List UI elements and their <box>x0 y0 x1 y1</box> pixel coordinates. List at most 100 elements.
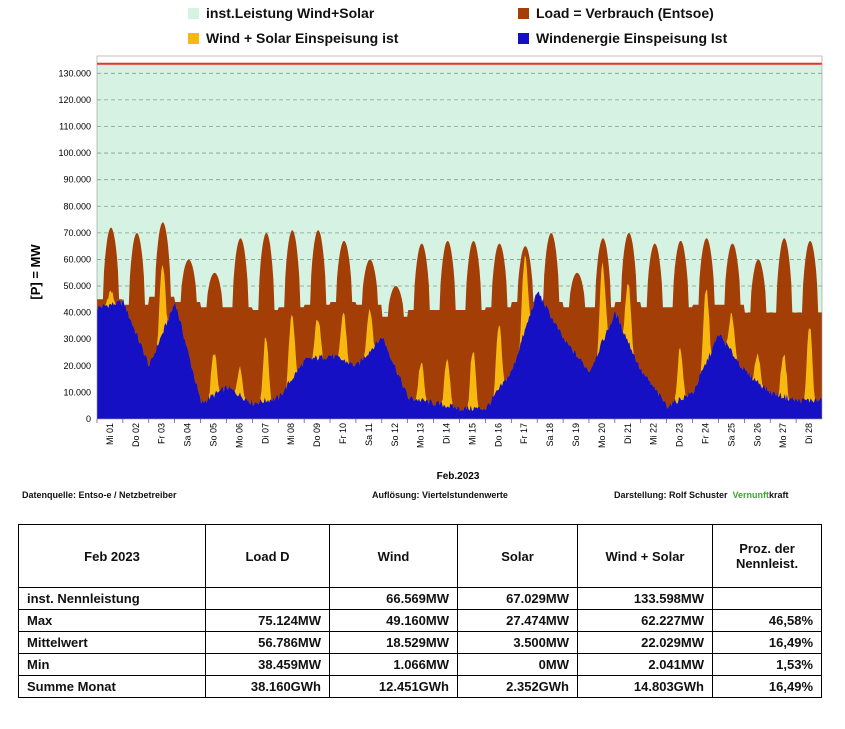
table-cell: 2.041MW <box>577 653 713 676</box>
x-tick-label: So 05 <box>209 423 219 447</box>
y-tick-label: 30.000 <box>63 334 91 344</box>
legend-item-wind: Windenergie Einspeisung Ist <box>518 30 727 46</box>
x-axis: Mi 01 Do 02 Fr 03 Sa 04 So 05 Mo 06 Di 07 Mi 08… <box>96 419 814 448</box>
y-tick-label: 10.000 <box>63 387 91 397</box>
x-tick-label: Mi 22 <box>649 423 659 445</box>
legend-item-inst: inst.Leistung Wind+Solar <box>188 5 374 21</box>
source-note: Datenquelle: Entso-e / Netzbetreiber <box>22 490 177 500</box>
x-tick-label: Fr 17 <box>519 423 529 444</box>
table-cell: 66.569MW <box>329 587 458 610</box>
y-tick-label: 40.000 <box>63 308 91 318</box>
x-tick-label: Do 23 <box>675 423 685 447</box>
stats-table: Feb 2023 Load D Wind Solar Wind + Solar … <box>18 524 822 698</box>
header-load: Load D <box>205 524 330 588</box>
legend-item-load: Load = Verbrauch (Entsoe) <box>518 5 714 21</box>
table-cell: 18.529MW <box>329 631 458 654</box>
legend-label-inst: inst.Leistung Wind+Solar <box>206 5 375 21</box>
x-tick-label: Mi 01 <box>105 423 115 445</box>
legend-swatch-load <box>518 7 529 19</box>
row-label: Mittelwert <box>18 631 206 654</box>
table-cell: 38.459MW <box>205 653 330 676</box>
x-tick-label: Do 16 <box>493 423 503 447</box>
row-label: Summe Monat <box>18 675 206 698</box>
table-cell: 56.786MW <box>205 631 330 654</box>
y-axis-label: [P] = MW <box>28 244 43 300</box>
y-tick-label: 70.000 <box>63 228 91 238</box>
brand-black-text: kraft <box>769 490 789 500</box>
legend-swatch-ws <box>188 32 199 44</box>
x-tick-label: Di 28 <box>804 423 814 444</box>
table-cell: 16,49% <box>712 631 822 654</box>
table-cell: 133.598MW <box>577 587 713 610</box>
legend-label-ws: Wind + Solar Einspeisung ist <box>206 30 399 46</box>
x-tick-label: Sa 11 <box>364 423 374 446</box>
table-cell: 27.474MW <box>457 609 578 632</box>
table-cell: 1.066MW <box>329 653 458 676</box>
table-body: inst. Nennleistung 66.569MW 67.029MW 133.59… <box>18 587 822 698</box>
y-tick-label: 110.000 <box>59 121 91 131</box>
table-cell: 46,58% <box>712 609 822 632</box>
table-title: Feb 2023 <box>18 524 206 588</box>
author-note: Darstellung: Rolf Schuster Vernunftkraft <box>614 490 789 500</box>
x-tick-label: Mo 06 <box>234 423 244 448</box>
x-tick-label: Mi 08 <box>286 423 296 445</box>
row-label: Max <box>18 609 206 632</box>
table-cell: 14.803GWh <box>577 675 713 698</box>
x-tick-label: So 12 <box>390 423 400 447</box>
x-tick-label: Mi 15 <box>467 423 477 445</box>
table-cell: 62.227MW <box>577 609 713 632</box>
x-tick-label: Di 14 <box>442 423 452 444</box>
x-tick-label: Do 09 <box>312 423 322 447</box>
table-cell: 75.124MW <box>205 609 330 632</box>
table-row: inst. Nennleistung 66.569MW 67.029MW 133.59… <box>18 587 822 610</box>
table-cell: 12.451GWh <box>329 675 458 698</box>
legend-swatch-inst <box>188 7 199 19</box>
y-tick-label: 90.000 <box>63 175 91 185</box>
legend-label-load: Load = Verbrauch (Entsoe) <box>536 5 714 21</box>
table-cell: 2.352GWh <box>457 675 578 698</box>
table-header-row: Feb 2023 Load D Wind Solar Wind + Solar … <box>18 524 822 588</box>
x-tick-label: Mo 13 <box>416 423 426 448</box>
table-cell: 1,53% <box>712 653 822 676</box>
table-cell: 22.029MW <box>577 631 713 654</box>
table-cell: 16,49% <box>712 675 822 698</box>
header-solar: Solar <box>457 524 578 588</box>
series-area-wind <box>97 291 822 419</box>
legend-swatch-wind <box>518 32 529 44</box>
table-cell: 0MW <box>457 653 578 676</box>
x-tick-label: Sa 04 <box>183 423 193 447</box>
x-tick-label: Di 07 <box>260 423 270 444</box>
table-cell <box>205 587 330 610</box>
legend-item-ws: Wind + Solar Einspeisung ist <box>188 30 398 46</box>
y-tick-label: 100.000 <box>58 148 91 158</box>
x-tick-label: Do 02 <box>131 423 141 447</box>
chart: 0 10.000 20.000 30.000 40.000 50.000 60.000 70.… <box>28 55 823 482</box>
table-row: Max 75.124MW 49.160MW 27.474MW 62.227MW 46,58… <box>18 609 822 632</box>
header-wind-solar: Wind + Solar <box>577 524 713 588</box>
y-tick-label: 20.000 <box>63 361 91 371</box>
x-tick-label: Fr 24 <box>701 423 711 444</box>
x-tick-label: Sa 18 <box>545 423 555 447</box>
y-tick-label: 50.000 <box>63 281 91 291</box>
x-tick-label: So 19 <box>571 423 581 447</box>
row-label: inst. Nennleistung <box>18 587 206 610</box>
table-cell: 49.160MW <box>329 609 458 632</box>
y-tick-label: 0 <box>86 414 91 424</box>
table-cell: 38.160GWh <box>205 675 330 698</box>
resolution-note: Auflösung: Viertelstundenwerte <box>372 490 508 500</box>
table-cell <box>712 587 822 610</box>
table-row: Mittelwert 56.786MW 18.529MW 3.500MW 22.029M… <box>18 631 822 654</box>
y-tick-label: 120.000 <box>58 95 91 105</box>
brand-green-text: Vernunft <box>732 490 770 500</box>
table-cell: 67.029MW <box>457 587 578 610</box>
y-axis: 0 10.000 20.000 30.000 40.000 50.000 60.000 70.… <box>58 68 91 424</box>
plot-area <box>96 55 823 420</box>
x-tick-label: Di 21 <box>623 423 633 444</box>
table-row: Summe Monat 38.160GWh 12.451GWh 2.352GWh 14.… <box>18 675 822 698</box>
header-percent: Proz. der Nennleist. <box>712 524 822 588</box>
y-tick-label: 80.000 <box>63 201 91 211</box>
x-tick-label: Mo 20 <box>597 423 607 448</box>
legend-label-wind: Windenergie Einspeisung Ist <box>536 30 728 46</box>
table-row: Min 38.459MW 1.066MW 0MW 2.041MW 1,53% <box>18 653 822 676</box>
row-label: Min <box>18 653 206 676</box>
